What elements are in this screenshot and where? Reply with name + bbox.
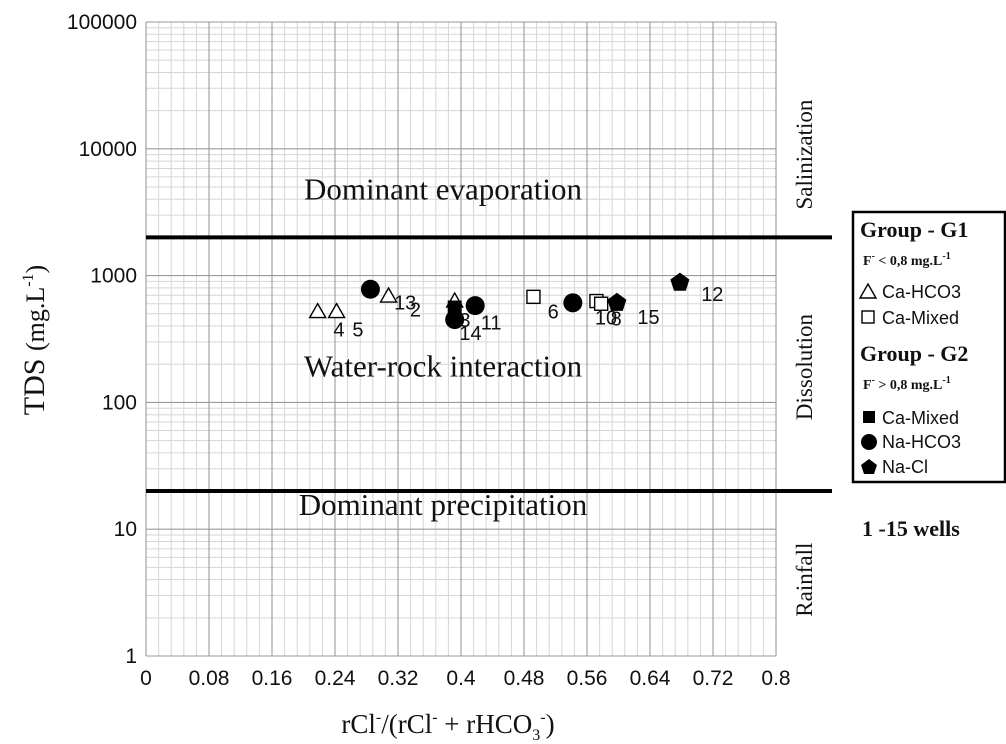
wells-note: 1 -15 wells (862, 516, 960, 541)
zone-label: Water-rock interaction (304, 349, 583, 384)
marker-pentagon-filled (607, 292, 627, 311)
point-label: 15 (637, 307, 659, 329)
legend-item-ca-mixed-g2: Ca-Mixed (882, 408, 959, 428)
legend-group2-title: Group - G2 (860, 341, 968, 366)
x-tick-label: 0.4 (446, 667, 476, 690)
y-tick-label: 100 (102, 391, 137, 414)
y-tick-label: 1 (125, 645, 137, 668)
legend-item-na-cl: Na-Cl (882, 457, 928, 477)
y-tick-labels: 1 10 100 1000 10000 100000 (67, 11, 137, 668)
marker-triangle-open (379, 286, 398, 303)
x-tick-label: 0 (140, 667, 152, 690)
x-tick-label: 0.72 (693, 667, 734, 690)
legend-group1-title: Group - G1 (860, 217, 968, 242)
threshold-lines (146, 235, 832, 494)
legend-item-na-hco3: Na-HCO3 (882, 432, 961, 452)
marker-circle-filled (465, 296, 485, 316)
marker-triangle-open (327, 302, 346, 319)
point-label: 4 (333, 320, 344, 342)
x-tick-label: 0.56 (567, 667, 608, 690)
x-tick-label: 0.8 (761, 667, 790, 690)
y-tick-label: 100000 (67, 11, 137, 34)
legend: Group - G1 F- < 0,8 mg.L-1 Ca-HCO3 Ca-Mi… (851, 210, 1006, 484)
marker-square-open (526, 289, 541, 305)
zone-label: Dominant evaporation (304, 171, 583, 206)
side-label: Dissolution (792, 314, 817, 421)
point-label: 6 (548, 301, 559, 323)
x-tick-label: 0.64 (630, 667, 671, 690)
point-label: 10 (595, 308, 617, 330)
marker-circle-filled (445, 310, 465, 330)
legend-circle-filled-marker (861, 434, 877, 450)
legend-group1-note: F- < 0,8 mg.L-1 (863, 251, 951, 269)
legend-group2-note: F- > 0,8 mg.L-1 (863, 375, 951, 393)
legend-item-ca-mixed-g1: Ca-Mixed (882, 308, 959, 328)
marker-triangle-open (308, 302, 327, 319)
point-label: 2 (410, 300, 421, 322)
y-tick-label: 10 (114, 518, 137, 541)
data-points (308, 272, 690, 330)
point-label: 8 (611, 308, 622, 330)
marker-square-open (593, 296, 609, 311)
point-label: 3 (459, 310, 470, 332)
legend-box (851, 210, 1006, 484)
point-label: 12 (701, 284, 723, 306)
y-axis-label: TDS (mg.L-1) (18, 265, 51, 415)
zone-labels: Dominant evaporation Water-rock interacti… (299, 171, 588, 521)
legend-square-open-marker (861, 310, 875, 324)
x-tick-label: 0.08 (189, 667, 230, 690)
marker-pentagon-filled (670, 272, 690, 291)
marker-circle-filled (360, 279, 380, 299)
point-labels: 132 4 5 314 11 6 108 15 12 (333, 284, 723, 345)
x-tick-labels: 0 0.08 0.16 0.24 0.32 0.4 0.48 0.56 0.64 0.72 0.8 (140, 667, 790, 690)
x-tick-label: 0.16 (252, 667, 293, 690)
point-label: 14 (459, 323, 481, 345)
x-tick-label: 0.24 (315, 667, 356, 690)
point-label: 11 (481, 313, 502, 335)
side-label: Salinization (792, 99, 817, 209)
major-gridlines (145, 21, 777, 657)
x-axis-label: rCl-/(rCl- + rHCO3-) (341, 709, 554, 744)
point-label: 5 (352, 320, 363, 342)
point-label: 13 (394, 293, 416, 315)
legend-item-ca-hco3: Ca-HCO3 (882, 282, 961, 302)
side-labels: Salinization Dissolution Rainfall (792, 99, 817, 617)
legend-pentagon-filled-marker (861, 459, 877, 474)
side-label: Rainfall (792, 543, 817, 617)
legend-triangle-open-marker (858, 282, 878, 299)
zone-label: Dominant precipitation (299, 487, 588, 522)
marker-circle-filled (563, 293, 583, 313)
x-tick-label: 0.48 (504, 667, 545, 690)
y-tick-label: 1000 (90, 265, 137, 288)
x-tick-label: 0.32 (378, 667, 419, 690)
legend-square-filled-marker (863, 411, 875, 423)
y-tick-label: 10000 (79, 138, 137, 161)
